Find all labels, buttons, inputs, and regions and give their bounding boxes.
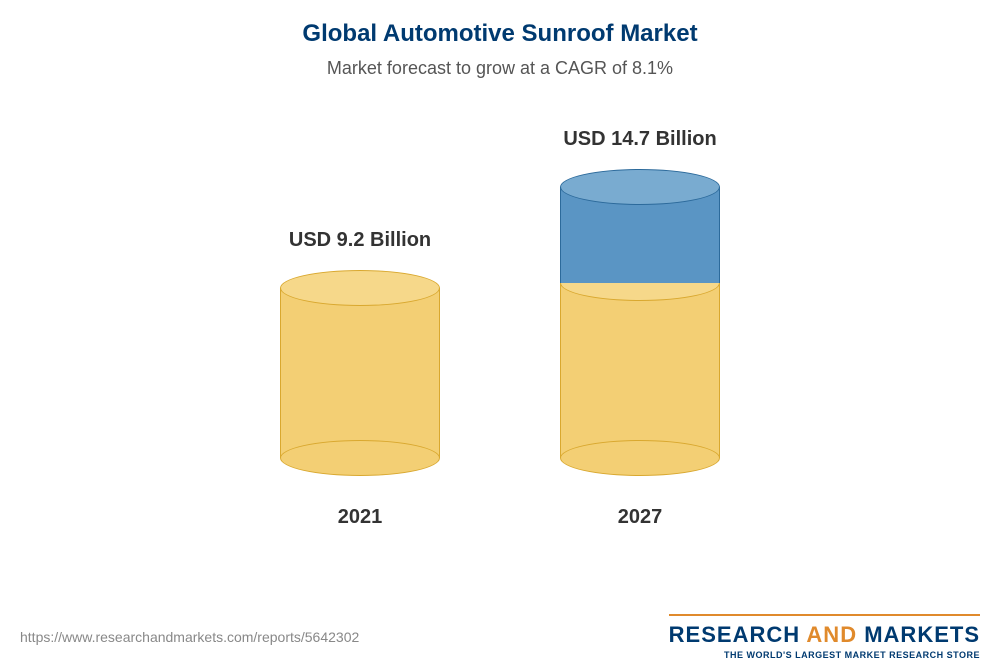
- brand-word-2: AND: [806, 622, 857, 647]
- cylinder-shape-2027: [560, 169, 720, 476]
- cylinder-bottom: [280, 440, 440, 476]
- cylinder-bottom: [560, 440, 720, 476]
- year-label-2021: 2021: [338, 506, 383, 529]
- brand-name: RESEARCH AND MARKETS: [669, 622, 980, 648]
- brand-word-3: MARKETS: [864, 622, 980, 647]
- brand-word-1: RESEARCH: [669, 622, 800, 647]
- cylinder-2027: USD 14.7 Billion 2027: [560, 128, 720, 529]
- cylinder-top: [280, 270, 440, 306]
- chart-title: Global Automotive Sunroof Market: [0, 0, 1000, 48]
- cylinder-shape-2021: [280, 270, 440, 476]
- chart-area: USD 9.2 Billion 2021 USD 14.7 Billion 2027: [0, 109, 1000, 529]
- cylinder-segment: [280, 288, 440, 458]
- year-label-2027: 2027: [618, 506, 663, 529]
- chart-subtitle: Market forecast to grow at a CAGR of 8.1…: [0, 58, 1000, 79]
- cylinder-top: [560, 169, 720, 205]
- footer: https://www.researchandmarkets.com/repor…: [0, 607, 1000, 667]
- source-url: https://www.researchandmarkets.com/repor…: [20, 629, 359, 645]
- brand-tagline: THE WORLD'S LARGEST MARKET RESEARCH STOR…: [669, 650, 980, 660]
- cylinder-segment: [560, 283, 720, 458]
- value-label-2027: USD 14.7 Billion: [563, 128, 716, 151]
- brand-block: RESEARCH AND MARKETS THE WORLD'S LARGEST…: [669, 614, 980, 660]
- cylinder-2021: USD 9.2 Billion 2021: [280, 229, 440, 529]
- chart-container: Global Automotive Sunroof Market Market …: [0, 0, 1000, 667]
- value-label-2021: USD 9.2 Billion: [289, 229, 431, 252]
